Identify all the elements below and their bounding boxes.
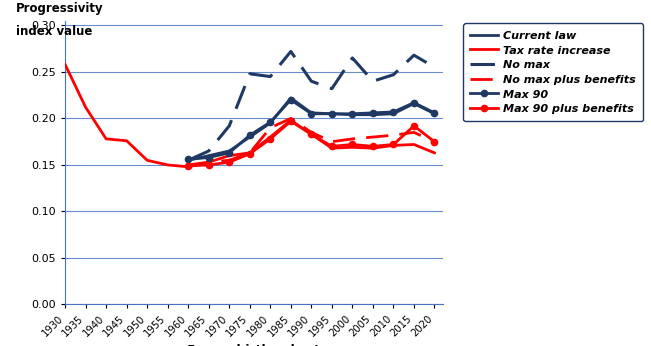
Text: Progressivity: Progressivity — [16, 2, 104, 15]
X-axis label: 5-year birth cohort: 5-year birth cohort — [187, 344, 320, 346]
Text: index value: index value — [16, 25, 92, 38]
Legend: Current law, Tax rate increase, No max, No max plus benefits, Max 90, Max 90 plu: Current law, Tax rate increase, No max, … — [464, 24, 643, 121]
